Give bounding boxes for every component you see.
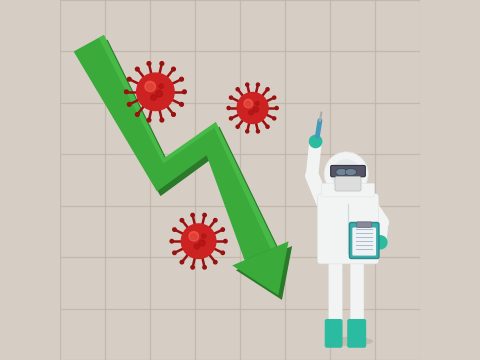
Circle shape — [227, 107, 230, 109]
Circle shape — [173, 251, 176, 255]
Circle shape — [181, 224, 216, 258]
Circle shape — [124, 90, 128, 94]
Circle shape — [182, 90, 186, 94]
Circle shape — [135, 67, 139, 71]
Circle shape — [255, 102, 259, 105]
Ellipse shape — [336, 168, 347, 176]
FancyBboxPatch shape — [349, 222, 379, 258]
Circle shape — [127, 103, 131, 106]
FancyBboxPatch shape — [335, 176, 361, 191]
Ellipse shape — [345, 168, 357, 176]
Circle shape — [190, 234, 197, 242]
Circle shape — [191, 213, 194, 217]
Circle shape — [256, 83, 260, 86]
Circle shape — [331, 159, 361, 190]
FancyBboxPatch shape — [357, 222, 372, 227]
Polygon shape — [99, 35, 276, 249]
Circle shape — [156, 90, 163, 97]
Circle shape — [202, 234, 206, 238]
Circle shape — [191, 266, 194, 269]
Circle shape — [127, 77, 131, 81]
Circle shape — [214, 260, 217, 264]
Circle shape — [273, 117, 276, 120]
FancyBboxPatch shape — [322, 183, 374, 197]
Circle shape — [145, 81, 156, 92]
Circle shape — [246, 130, 249, 133]
Circle shape — [249, 110, 253, 115]
Circle shape — [221, 251, 225, 255]
Circle shape — [275, 107, 278, 109]
Circle shape — [159, 84, 163, 89]
Circle shape — [199, 240, 205, 246]
Circle shape — [214, 219, 217, 222]
Circle shape — [253, 107, 259, 112]
Circle shape — [374, 236, 387, 249]
Polygon shape — [236, 246, 292, 300]
Circle shape — [203, 266, 206, 269]
FancyBboxPatch shape — [350, 257, 364, 321]
Circle shape — [147, 62, 151, 66]
Circle shape — [244, 99, 252, 108]
Circle shape — [256, 130, 260, 133]
Polygon shape — [73, 35, 276, 260]
FancyBboxPatch shape — [325, 319, 343, 348]
Circle shape — [310, 135, 322, 148]
Circle shape — [172, 67, 175, 71]
Circle shape — [160, 118, 164, 122]
Circle shape — [145, 84, 154, 92]
Circle shape — [246, 83, 249, 86]
Circle shape — [189, 231, 199, 241]
Circle shape — [180, 219, 184, 222]
FancyBboxPatch shape — [352, 228, 376, 256]
Circle shape — [173, 228, 176, 231]
FancyBboxPatch shape — [317, 194, 379, 264]
Polygon shape — [232, 241, 288, 295]
Circle shape — [135, 113, 139, 116]
Circle shape — [180, 260, 184, 264]
Circle shape — [147, 118, 151, 122]
Circle shape — [172, 113, 175, 116]
Circle shape — [266, 88, 269, 91]
Circle shape — [180, 77, 183, 81]
Circle shape — [180, 103, 183, 106]
Ellipse shape — [326, 337, 373, 346]
Circle shape — [229, 96, 232, 99]
Circle shape — [224, 239, 227, 243]
Circle shape — [194, 244, 200, 249]
Circle shape — [170, 239, 174, 243]
FancyBboxPatch shape — [329, 257, 342, 321]
Circle shape — [273, 96, 276, 99]
Circle shape — [221, 228, 225, 231]
Circle shape — [236, 125, 239, 128]
Circle shape — [229, 117, 232, 120]
Circle shape — [203, 213, 206, 217]
Circle shape — [237, 93, 268, 123]
FancyBboxPatch shape — [347, 319, 366, 348]
Circle shape — [160, 62, 164, 66]
Circle shape — [236, 88, 239, 91]
FancyBboxPatch shape — [331, 166, 365, 177]
Polygon shape — [77, 40, 280, 265]
Circle shape — [151, 95, 156, 100]
Circle shape — [244, 102, 252, 108]
Circle shape — [324, 152, 368, 196]
Circle shape — [137, 73, 174, 111]
Circle shape — [266, 125, 269, 128]
